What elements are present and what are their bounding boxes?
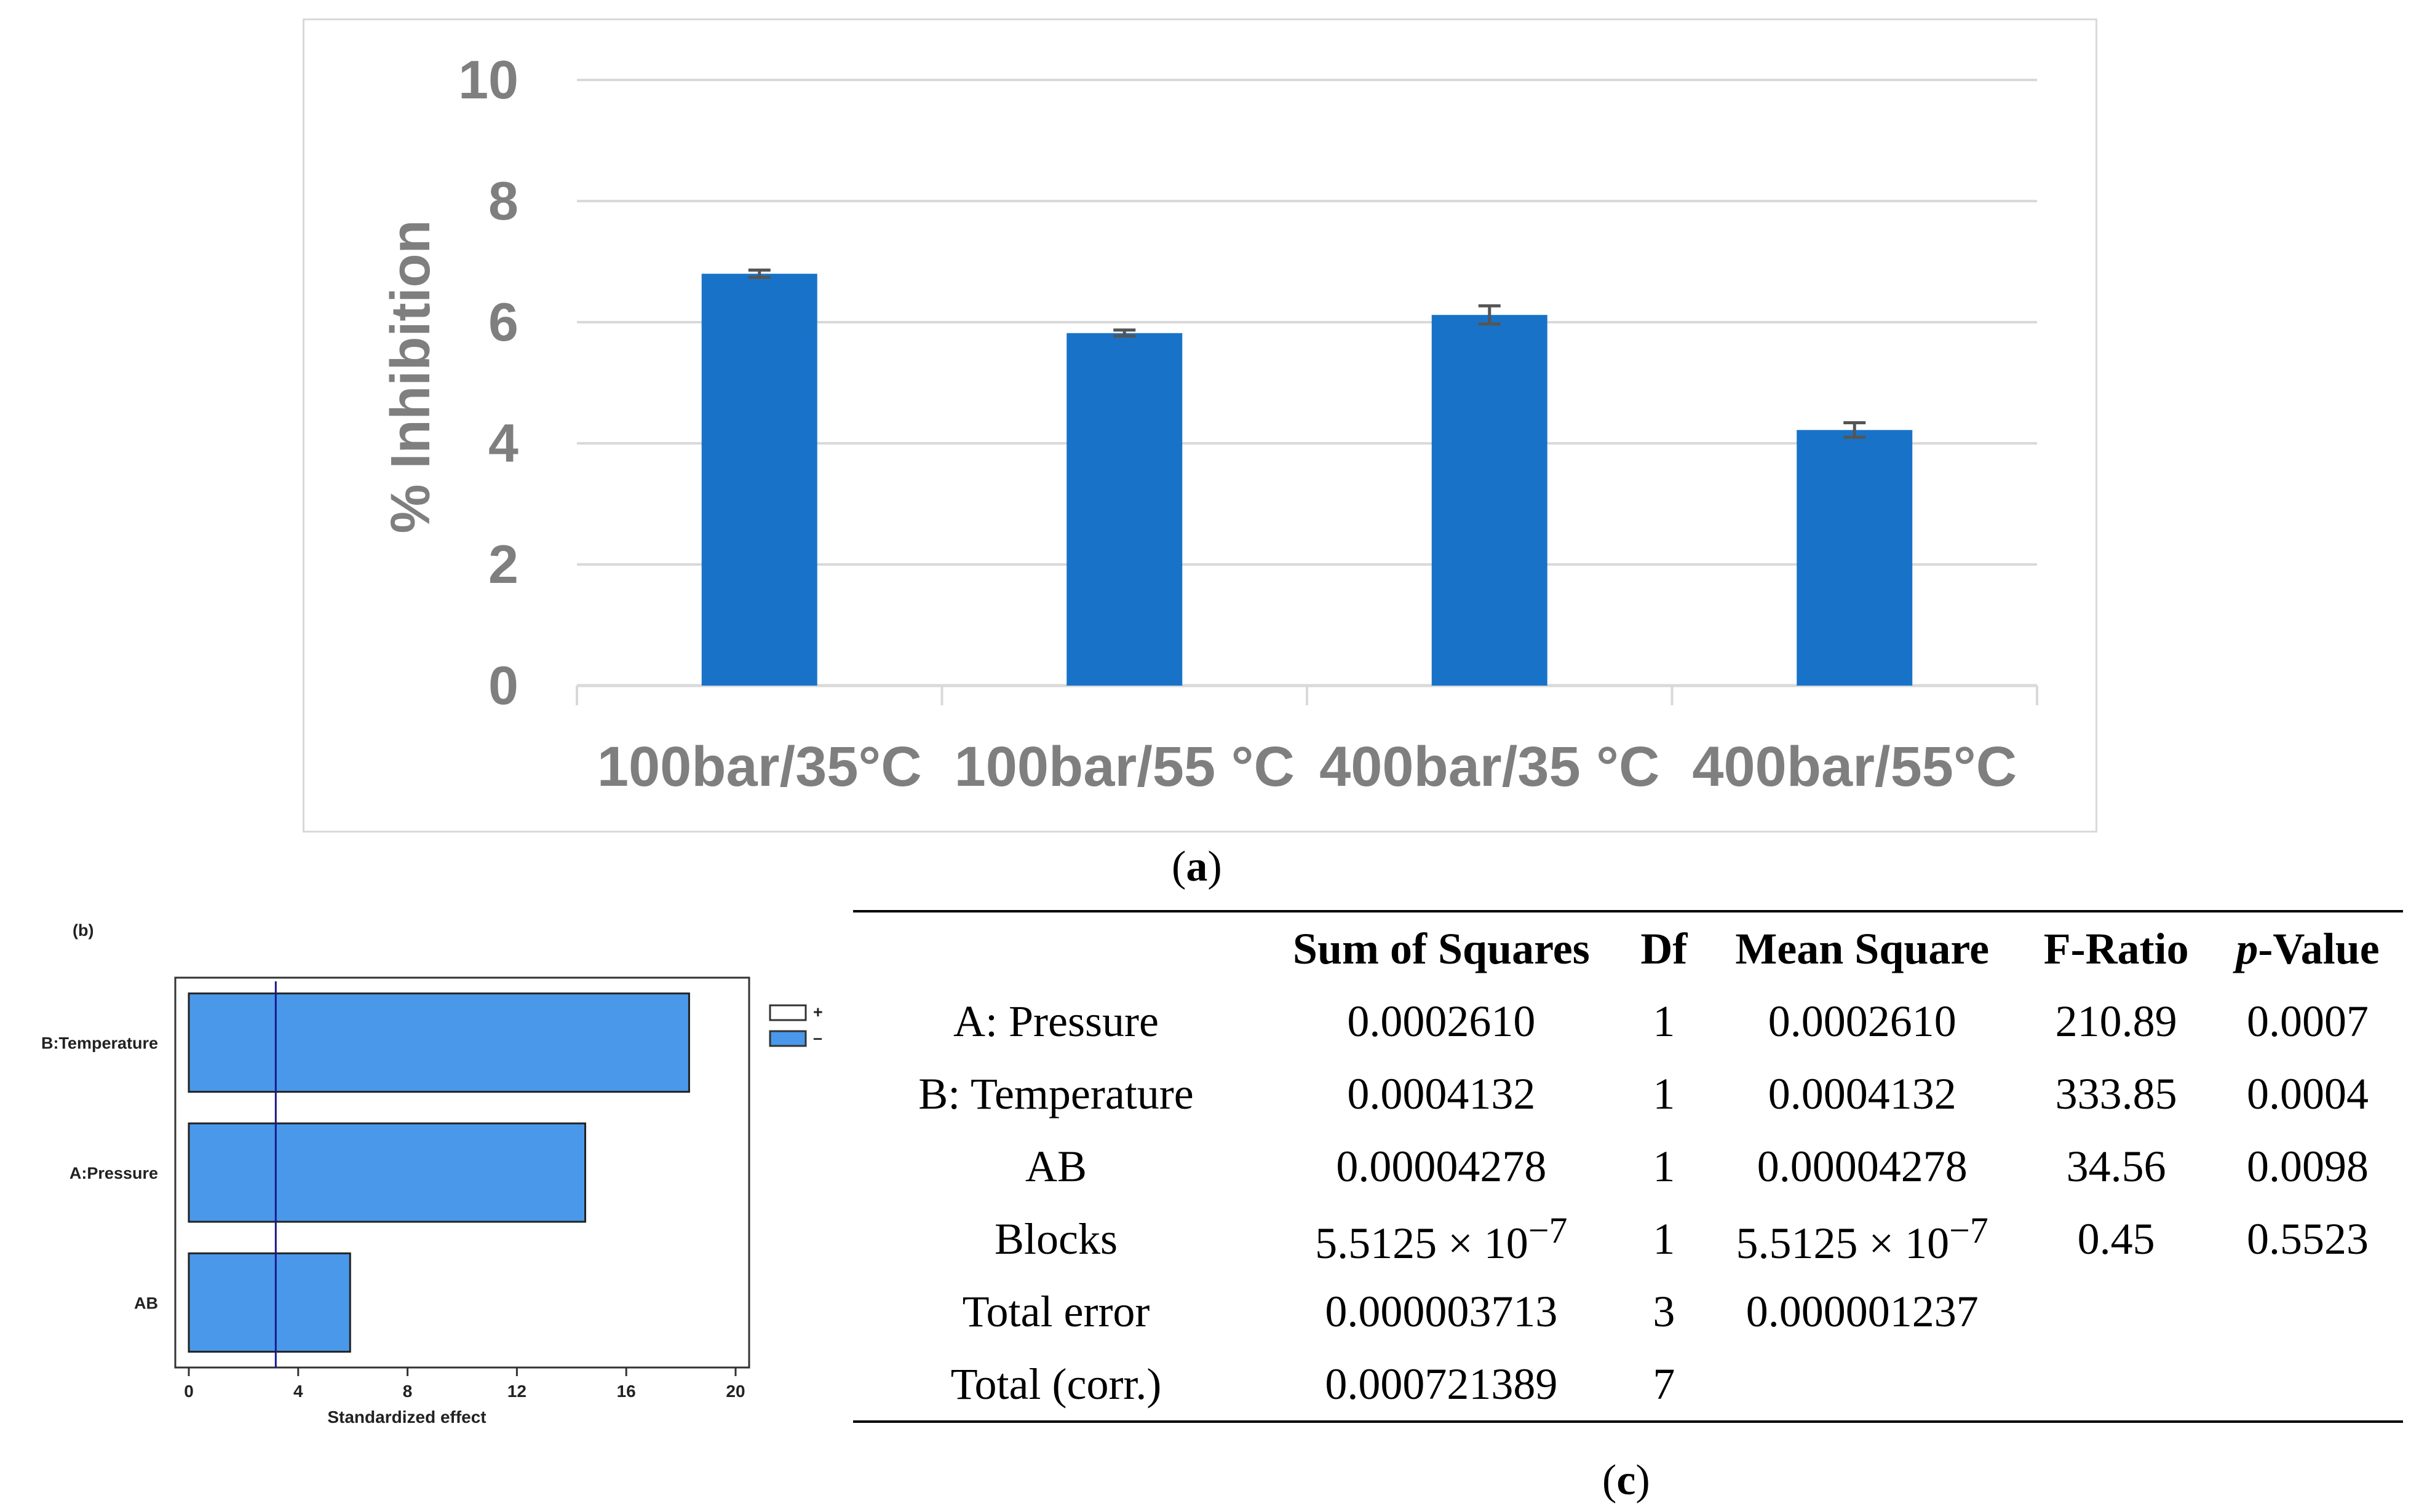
anova-table: Sum of Squares Df Mean Square F-Ratio p-… <box>853 910 2403 1423</box>
plot-frame <box>174 976 750 1369</box>
cell-ms: 0.0002610 <box>1768 996 1956 1046</box>
y-tick-label: 10 <box>458 49 518 110</box>
cell-source: A: Pressure <box>953 996 1159 1046</box>
cell-source: AB <box>1025 1141 1087 1191</box>
cell-ms: 0.0004132 <box>1768 1069 1956 1118</box>
panel-a-chart: 0 2 4 6 8 10 100bar/35°C 100bar/55 °C 400bar/35 … <box>380 49 2038 798</box>
header-source <box>853 911 1259 985</box>
category-label: A:Pressure <box>70 1164 158 1182</box>
p-italic: p <box>2236 924 2258 973</box>
category-label: 400bar/55°C <box>1692 735 2017 798</box>
header-p-value: p-Value <box>2236 924 2380 973</box>
x-tick-label: 20 <box>726 1382 745 1401</box>
x-axis-label: Standardized effect <box>327 1407 486 1427</box>
table-row: B: Temperature 0.0004132 1 0.0004132 333… <box>853 1058 2403 1130</box>
category-label: 100bar/35°C <box>597 735 922 798</box>
caption-c: (c) <box>1602 1457 1650 1504</box>
cell-df: 1 <box>1653 996 1675 1046</box>
cell-ms: 0.00004278 <box>1757 1141 1968 1191</box>
x-tick-label: 0 <box>184 1382 194 1401</box>
bar <box>1431 315 1547 686</box>
cell-p <box>2212 1348 2403 1422</box>
table-row: Blocks 5.5125 × 10−7 1 5.5125 × 10−7 0.4… <box>853 1203 2403 1275</box>
y-tick-label: 2 <box>488 534 518 595</box>
table-row: Total (corr.) 0.000721389 7 <box>853 1348 2403 1422</box>
cell-ss: 0.0002610 <box>1347 996 1536 1046</box>
cell-ms: 5.5125 × 10−7 <box>1736 1209 1988 1268</box>
x-tick-label: 8 <box>403 1382 413 1401</box>
cell-ms: 0.000001237 <box>1746 1286 1979 1336</box>
table-header-row: Sum of Squares Df Mean Square F-Ratio p-… <box>853 911 2403 985</box>
table-row: AB 0.00004278 1 0.00004278 34.56 0.0098 <box>853 1130 2403 1203</box>
legend-swatch <box>769 1030 807 1047</box>
cell-df: 7 <box>1653 1359 1675 1409</box>
cell-f: 0.45 <box>2077 1214 2155 1264</box>
cell-source: Blocks <box>994 1214 1118 1264</box>
cell-df: 1 <box>1653 1214 1675 1264</box>
category-label: AB <box>134 1294 158 1312</box>
panel-b-title: (b) <box>73 921 93 940</box>
x-tick-label: 16 <box>617 1382 636 1401</box>
panel-b-chart: (b) B:Temperature A:Pressure AB 0 4 8 12 16 20 Sta… <box>41 921 823 1427</box>
cell-source: Total (corr.) <box>950 1359 1162 1409</box>
legend-label: – <box>813 1029 822 1047</box>
y-tick-label: 8 <box>488 170 518 231</box>
cell-f <box>2020 1275 2212 1348</box>
category-label: B:Temperature <box>41 1034 158 1053</box>
legend-swatch <box>769 1004 807 1021</box>
table-row: A: Pressure 0.0002610 1 0.0002610 210.89… <box>853 985 2403 1058</box>
caption-a: (a) <box>1172 843 1222 890</box>
bar <box>1066 333 1183 686</box>
y-tick-label: 0 <box>488 655 518 716</box>
category-label: 100bar/55 °C <box>955 735 1295 798</box>
x-tick-label: 4 <box>293 1382 303 1401</box>
cell-p: 0.0098 <box>2247 1141 2369 1191</box>
cell-ss: 5.5125 × 10−7 <box>1315 1209 1568 1268</box>
cell-ss: 0.0004132 <box>1347 1069 1536 1118</box>
panel-a-frame <box>303 18 2097 833</box>
header-mean-square: Mean Square <box>1735 924 1990 973</box>
effect-bar <box>188 1122 587 1223</box>
effect-bar <box>188 1252 351 1353</box>
y-tick-label: 6 <box>488 291 518 352</box>
header-sum-of-squares: Sum of Squares <box>1292 924 1590 973</box>
bar <box>1797 430 1913 686</box>
cell-f: 34.56 <box>2066 1141 2166 1191</box>
x-tick-label: 12 <box>507 1382 526 1401</box>
cell-p: 0.0007 <box>2247 996 2369 1046</box>
cell-f: 210.89 <box>2055 996 2177 1046</box>
cell-source: B: Temperature <box>918 1069 1194 1118</box>
cell-df: 3 <box>1653 1286 1675 1336</box>
header-df: Df <box>1640 924 1688 973</box>
cell-p: 0.0004 <box>2247 1069 2369 1118</box>
cell-ss: 0.000721389 <box>1325 1359 1558 1409</box>
cell-p <box>2212 1275 2403 1348</box>
effect-bar <box>188 992 690 1093</box>
bar <box>701 274 817 686</box>
cell-ms <box>1704 1348 2020 1422</box>
cell-f: 333.85 <box>2055 1069 2177 1118</box>
y-tick-label: 4 <box>488 413 518 473</box>
cell-p: 0.5523 <box>2247 1214 2369 1264</box>
cell-df: 1 <box>1653 1141 1675 1191</box>
cell-source: Total error <box>962 1286 1150 1336</box>
table-row: Total error 0.000003713 3 0.000001237 <box>853 1275 2403 1348</box>
cell-f <box>2020 1348 2212 1422</box>
cell-ss: 0.00004278 <box>1336 1141 1547 1191</box>
y-axis-label: % Inhibition <box>380 220 442 534</box>
cell-df: 1 <box>1653 1069 1675 1118</box>
category-label: 400bar/35 °C <box>1319 735 1659 798</box>
legend-label: + <box>813 1003 823 1021</box>
cell-ss: 0.000003713 <box>1325 1286 1558 1336</box>
header-f-ratio: F-Ratio <box>2043 924 2189 973</box>
